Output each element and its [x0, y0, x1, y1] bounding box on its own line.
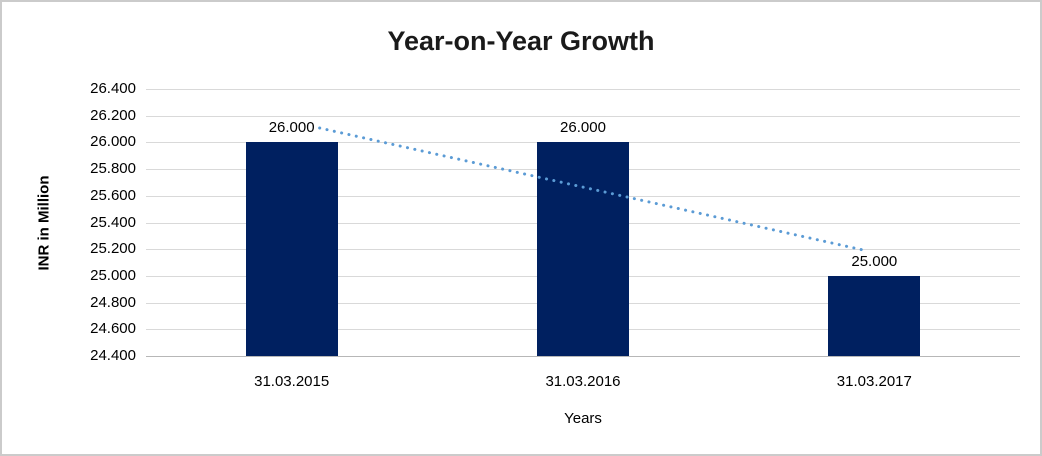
y-tick-label: 26.200 [90, 106, 136, 124]
chart-title: Year-on-Year Growth [387, 26, 655, 56]
y-tick-label: 24.400 [90, 347, 136, 364]
bar-data-label: 26.000 [268, 119, 315, 137]
y-tick-label: 26.400 [90, 80, 136, 97]
bar [828, 275, 921, 356]
y-tick-label: 25.400 [90, 213, 136, 231]
gridline [146, 89, 1020, 90]
x-tick-label: 31.03.2017 [836, 373, 912, 390]
x-tick-label: 31.03.2016 [545, 373, 621, 390]
bar-data-label: 25.000 [851, 252, 898, 270]
bar [245, 142, 338, 356]
y-tick-label: 24.800 [90, 293, 136, 311]
y-tick-label: 25.600 [90, 186, 136, 204]
y-tick-label: 25.800 [90, 160, 136, 178]
y-tick-label: 26.000 [90, 133, 136, 151]
y-tick-label: 24.600 [90, 320, 136, 338]
bar [537, 142, 629, 356]
x-tick-label: 31.03.2015 [254, 373, 330, 390]
y-axis-title: INR in Million [35, 175, 53, 271]
x-axis-line [146, 356, 1020, 357]
y-tick-label: 25.200 [90, 240, 136, 258]
x-axis-title: Years [564, 410, 602, 427]
bar-data-label: 26.000 [560, 119, 606, 137]
y-tick-label: 25.000 [90, 266, 136, 284]
gridline [146, 115, 1020, 117]
